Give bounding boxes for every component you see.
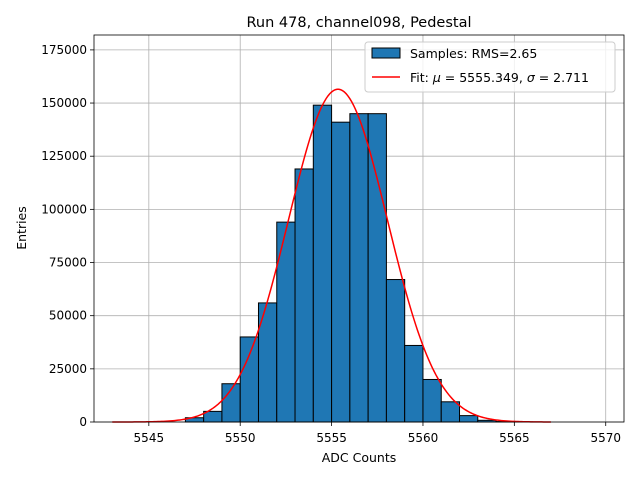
bar-5558 <box>385 279 406 423</box>
x-axis-label: ADC Counts <box>322 450 397 465</box>
x-tick-label-4: 5565 <box>499 431 530 445</box>
mu-text: = 5555.349, <box>441 70 527 85</box>
bar-5560 <box>422 378 442 423</box>
x-tick-label-0: 5545 <box>134 431 165 445</box>
y-tick-label-7: 175000 <box>41 43 87 57</box>
bar-5562 <box>459 415 479 423</box>
y-axis-ticks: 0 25000 50000 75000 100000 125000 150000 175000 <box>41 43 94 429</box>
y-tick-label-4: 100000 <box>41 202 87 216</box>
legend-label-fit: Fit: μ = 5555.349, σ = 2.711 <box>410 70 589 85</box>
bar-5559 <box>404 344 424 423</box>
y-tick-label-2: 50000 <box>49 309 87 323</box>
legend-box <box>364 41 616 93</box>
bar-5561 <box>440 401 461 423</box>
bar-5557 <box>367 113 387 423</box>
x-tick-label-5: 5570 <box>590 431 621 445</box>
plot-frame <box>93 34 625 423</box>
bar-5552 <box>276 221 296 423</box>
x-tick-label-1: 5550 <box>225 431 256 445</box>
bar-5555 <box>331 121 351 423</box>
y-tick-label-0: 0 <box>79 415 87 429</box>
y-tick-label-3: 75000 <box>49 256 87 270</box>
legend: Samples: RMS=2.65 Fit: μ = 5555.349, σ =… <box>364 41 616 93</box>
chart-title: Run 478, channel098, Pedestal <box>246 15 471 31</box>
fit-curve <box>112 88 551 423</box>
fit-prefix: Fit: <box>410 70 433 85</box>
y-axis-label: Entries <box>14 206 29 250</box>
x-axis-ticks: 5545 5550 5555 5560 5565 5570 <box>134 422 621 445</box>
histogram-bars <box>184 104 534 423</box>
sigma-symbol: σ <box>527 70 536 85</box>
y-tick-label-1: 25000 <box>49 362 87 376</box>
legend-patch-samples <box>371 47 401 59</box>
y-tick-label-6: 150000 <box>41 96 87 110</box>
bar-5556 <box>349 113 369 423</box>
x-tick-label-2: 5555 <box>316 431 347 445</box>
y-tick-label-5: 125000 <box>41 149 87 163</box>
bar-5553 <box>294 168 314 423</box>
x-tick-label-3: 5560 <box>408 431 439 445</box>
sigma-text: = 2.711 <box>535 70 589 85</box>
legend-label-samples: Samples: RMS=2.65 <box>410 46 537 61</box>
bar-5554 <box>312 104 333 423</box>
mu-symbol: μ <box>432 70 441 85</box>
bar-5550 <box>239 336 259 423</box>
